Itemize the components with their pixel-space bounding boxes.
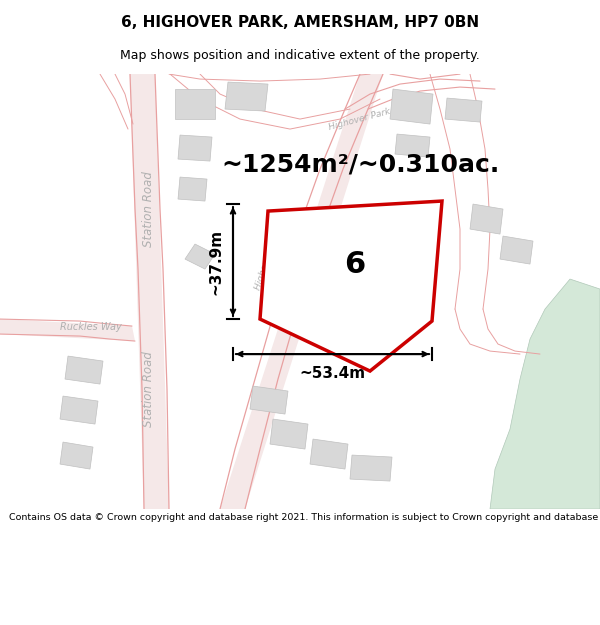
Polygon shape xyxy=(0,319,135,341)
Polygon shape xyxy=(60,396,98,424)
Text: Ruckles Way: Ruckles Way xyxy=(60,322,122,332)
Polygon shape xyxy=(310,439,348,469)
Polygon shape xyxy=(445,98,482,122)
Polygon shape xyxy=(178,135,212,161)
Text: ~53.4m: ~53.4m xyxy=(299,366,365,381)
Polygon shape xyxy=(185,244,215,269)
Polygon shape xyxy=(60,442,93,469)
Polygon shape xyxy=(225,82,268,111)
Polygon shape xyxy=(220,74,383,509)
Text: Station Road: Station Road xyxy=(142,171,155,247)
Polygon shape xyxy=(350,455,392,481)
Polygon shape xyxy=(65,356,103,384)
Polygon shape xyxy=(490,279,600,509)
Text: Map shows position and indicative extent of the property.: Map shows position and indicative extent… xyxy=(120,49,480,62)
Polygon shape xyxy=(500,236,533,264)
Polygon shape xyxy=(130,74,169,509)
Text: Contains OS data © Crown copyright and database right 2021. This information is : Contains OS data © Crown copyright and d… xyxy=(9,513,600,522)
Text: ~37.9m: ~37.9m xyxy=(208,229,223,294)
Polygon shape xyxy=(390,89,433,124)
Text: Station Road: Station Road xyxy=(142,351,155,427)
Polygon shape xyxy=(175,89,215,119)
Polygon shape xyxy=(395,134,430,157)
Text: 6: 6 xyxy=(344,249,365,279)
Polygon shape xyxy=(470,204,503,234)
Polygon shape xyxy=(260,201,442,371)
Text: Highover Park: Highover Park xyxy=(328,106,392,132)
Text: ~1254m²/~0.310ac.: ~1254m²/~0.310ac. xyxy=(221,152,499,176)
Polygon shape xyxy=(250,386,288,414)
Text: Highover Park: Highover Park xyxy=(254,228,282,291)
Polygon shape xyxy=(375,267,402,296)
Polygon shape xyxy=(178,177,207,201)
Text: 6, HIGHOVER PARK, AMERSHAM, HP7 0BN: 6, HIGHOVER PARK, AMERSHAM, HP7 0BN xyxy=(121,14,479,29)
Polygon shape xyxy=(270,419,308,449)
Polygon shape xyxy=(335,249,372,281)
